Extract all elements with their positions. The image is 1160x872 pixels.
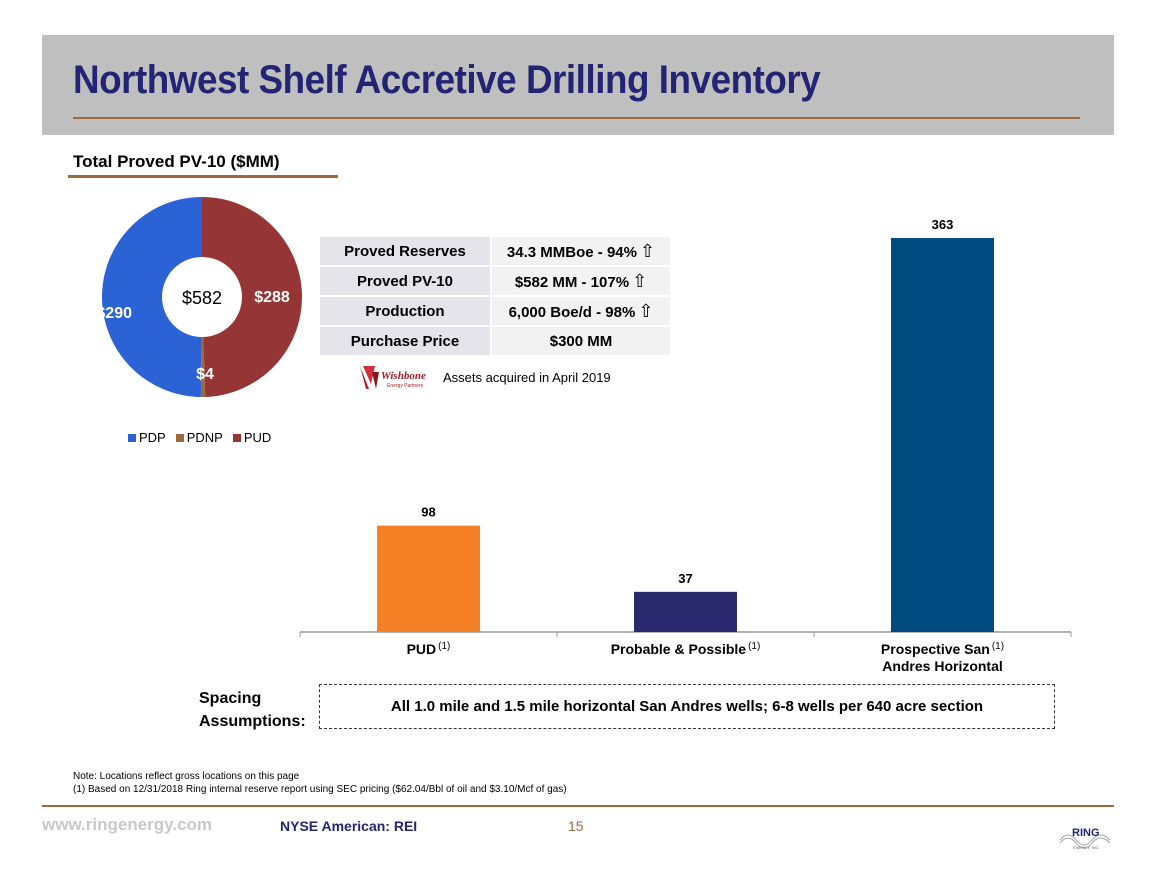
category-label-text: PUD: [407, 641, 437, 657]
donut-center-label: $582: [182, 288, 222, 308]
stats-value: $582 MM - 107%: [514, 273, 630, 291]
svg-text:ENERGY, INC.: ENERGY, INC.: [1073, 845, 1100, 850]
footnote-line1: Note: Locations reflect gross locations …: [73, 771, 300, 782]
footer-ticker: NYSE American: REI: [280, 818, 418, 834]
stats-row: Proved Reserves 34.3 MMBoe - 94% ⇧: [320, 237, 670, 267]
legend-label: PUD: [243, 430, 272, 445]
pie-slice-label: $288: [254, 289, 290, 306]
pie-slice-label: $290: [96, 305, 132, 322]
footnote-line2: (1) Based on 12/31/2018 Ring internal re…: [73, 784, 567, 795]
category-label-line2: Andres Horizontal: [882, 658, 1003, 674]
category-label: PUD (1): [407, 641, 451, 657]
stats-row: Purchase Price $300 MM: [320, 326, 670, 357]
stats-value-cell: $300 MM: [491, 326, 670, 357]
up-arrow-icon: ⇧: [632, 270, 648, 291]
stats-row: Proved PV-10 $582 MM - 107% ⇧: [320, 266, 670, 297]
spacing-label-line2: Assumptions:: [199, 713, 306, 730]
svg-text:Energy Partners: Energy Partners: [387, 383, 424, 389]
legend-item: PDNP: [175, 430, 223, 445]
wishbone-logo: Wishbone Energy Partners: [360, 366, 426, 389]
section-divider: [68, 175, 338, 178]
category-footnote-marker: (1): [438, 641, 450, 652]
stats-value: 6,000 Boe/d - 98%: [508, 303, 636, 321]
page-number: 15: [568, 818, 584, 834]
up-arrow-icon: ⇧: [639, 240, 656, 261]
svg-text:RING: RING: [1072, 827, 1100, 839]
category-label: Probable & Possible (1): [611, 641, 761, 657]
acquisition-note: Assets acquired in April 2019: [443, 370, 611, 385]
page-title: Northwest Shelf Accretive Drilling Inven…: [73, 58, 821, 102]
legend-label: PDP: [139, 430, 166, 445]
pie-slice-label: $4: [196, 366, 214, 383]
stats-label: Proved Reserves: [320, 237, 492, 267]
stats-label: Production: [320, 296, 492, 327]
category-footnote-marker: (1): [748, 641, 760, 652]
bar-2: [891, 238, 994, 632]
donut-chart: $582 $290 $4 $288: [96, 197, 302, 397]
legend-item: PDP: [128, 430, 166, 445]
legend-swatch: [232, 433, 241, 442]
footer-divider: [42, 805, 1114, 807]
stats-label: Purchase Price: [320, 326, 492, 357]
bar-value-label: 363: [932, 217, 954, 232]
footnotes: Note: Locations reflect gross locations …: [73, 770, 567, 796]
svg-text:Wishbone: Wishbone: [381, 370, 426, 382]
stats-table: Proved Reserves 34.3 MMBoe - 94% ⇧ Proved P…: [320, 237, 670, 357]
up-arrow-icon: ⇧: [638, 300, 654, 321]
legend-swatch: [175, 433, 184, 442]
stats-value-cell: 34.3 MMBoe - 94% ⇧: [491, 237, 670, 267]
section-heading: Total Proved PV-10 ($MM): [73, 152, 280, 171]
pie-slice-pud: [202, 197, 302, 397]
stats-value: $300 MM: [549, 332, 613, 350]
legend-label: PDNP: [186, 430, 223, 445]
title-divider: [73, 117, 1080, 119]
donut-hole: [162, 257, 242, 337]
bar-0: [377, 525, 480, 632]
spacing-label: Spacing Assumptions:: [199, 687, 306, 733]
spacing-assumptions-box: All 1.0 mile and 1.5 mile horizontal San…: [319, 684, 1055, 729]
stats-value-cell: 6,000 Boe/d - 98% ⇧: [491, 296, 670, 327]
legend-swatch: [128, 433, 136, 442]
bar-value-label: 98: [421, 505, 435, 520]
legend-item: PUD: [232, 430, 272, 445]
category-label: Prospective San (1): [881, 641, 1004, 657]
stats-value-cell: $582 MM - 107% ⇧: [491, 266, 670, 297]
bar-value-label: 37: [678, 571, 692, 586]
category-label-text: Prospective San: [881, 641, 990, 657]
pie-slice-pdp: [102, 197, 202, 397]
spacing-label-line1: Spacing: [199, 690, 262, 707]
stats-label: Proved PV-10: [320, 266, 492, 297]
ring-energy-logo: RING ENERGY, INC.: [1059, 827, 1111, 850]
stats-row: Production 6,000 Boe/d - 98% ⇧: [320, 296, 670, 327]
donut-legend: PDP PDNP PUD: [128, 430, 271, 445]
category-footnote-marker: (1): [992, 641, 1004, 652]
bar-1: [634, 591, 737, 632]
stats-value: 34.3 MMBoe - 94%: [506, 243, 637, 261]
footer-url: www.ringenergy.com: [42, 815, 213, 834]
category-label-text: Probable & Possible: [611, 641, 747, 657]
